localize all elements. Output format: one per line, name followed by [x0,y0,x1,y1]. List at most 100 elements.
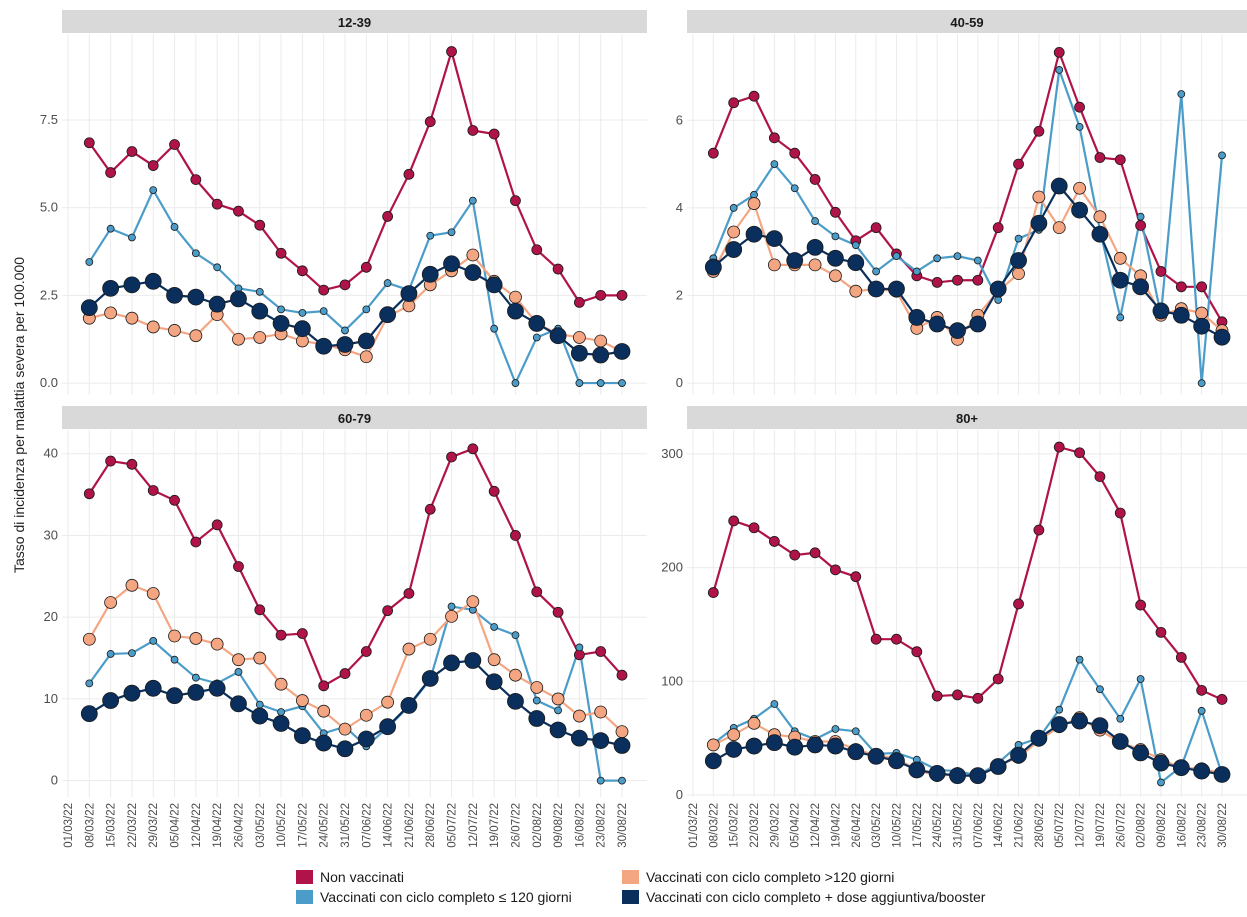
point [189,632,203,645]
point [106,650,115,658]
point [870,633,882,645]
point [728,515,740,527]
point [1032,190,1046,204]
x-tick-label: 22/03/22 [127,803,139,848]
x-tick-label: 12/04/22 [810,803,822,848]
point [592,732,610,750]
x-tick-label: 05/07/22 [447,803,459,848]
point [254,219,266,231]
legend-key [296,870,313,884]
point [1093,210,1107,224]
x-tick-label: 01/03/22 [63,803,75,848]
strip [62,10,647,33]
point [727,728,741,742]
point [595,289,607,301]
point [1050,177,1068,195]
point [318,284,330,296]
point [128,649,136,658]
point [989,758,1007,775]
point [80,705,98,723]
point [831,232,840,241]
series-line [88,584,623,733]
point [1052,221,1066,235]
point [274,677,288,691]
x-tick-label: 30/08/22 [1217,803,1229,848]
point [1116,714,1125,723]
point [507,692,524,710]
point [870,222,882,234]
strip [687,10,1247,33]
point [230,695,247,713]
x-tick-label: 09/08/22 [553,803,565,848]
point [443,654,460,672]
x-tick-label: 26/07/22 [510,803,522,848]
point [847,254,865,272]
x-tick-label: 12/07/22 [1075,803,1087,848]
point [850,571,862,583]
y-tick-label: 20 [44,609,58,624]
point [931,690,943,702]
point [403,168,415,180]
point [531,586,543,598]
point [872,267,881,276]
point [466,595,480,609]
point [707,147,719,159]
point [424,503,436,515]
point [972,274,984,286]
y-tick-label: 40 [44,446,58,461]
y-tick-label: 300 [661,446,683,461]
point [80,299,98,317]
point [488,128,500,140]
panel-title: 40-59 [950,15,983,30]
point [1073,181,1086,195]
point [748,90,760,102]
point [166,286,183,304]
point [191,249,200,258]
point [829,269,842,283]
point [467,443,479,455]
point [125,578,139,592]
point [381,695,395,709]
point [707,587,719,598]
point [255,700,264,709]
point [549,721,567,739]
x-tick-label: 07/06/22 [973,803,985,848]
point [989,280,1007,298]
x-tick-label: 28/06/22 [1034,803,1046,848]
point [892,252,901,261]
point [1213,328,1231,346]
legend-label: Vaccinati con ciclo completo + dose aggi… [646,889,986,905]
point [85,258,94,266]
point [253,331,267,344]
point [254,604,266,616]
point [1213,766,1231,783]
point [1050,716,1068,733]
point [952,274,963,286]
point [1196,281,1208,293]
point [166,687,183,705]
point [1094,152,1106,163]
point [1111,271,1129,289]
point [809,547,821,559]
point [213,263,222,272]
point [402,642,416,656]
point [123,684,141,702]
x-tick-label: 14/06/22 [383,803,395,848]
point [446,46,457,57]
point [275,247,287,259]
point [488,485,500,497]
x-tick-label: 19/04/22 [212,803,224,848]
point [1135,599,1147,611]
point [379,718,397,736]
point [891,633,902,645]
y-tick-label: 0 [51,773,58,788]
point [745,225,763,243]
point [421,265,439,283]
point [1091,225,1109,243]
point [618,379,626,387]
point [168,629,181,643]
point [728,97,740,109]
point [725,741,743,758]
panel-title: 60-79 [338,411,371,426]
